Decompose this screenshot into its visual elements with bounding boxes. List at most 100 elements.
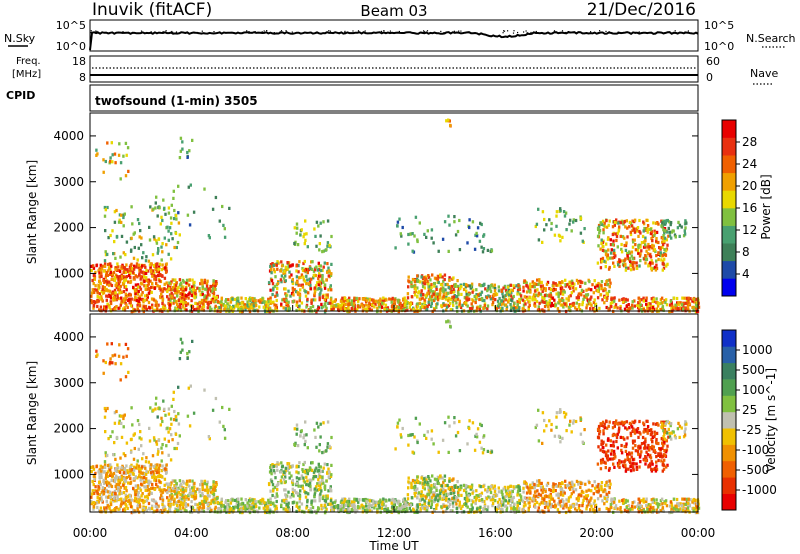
velocity-cell — [99, 483, 102, 487]
power-cell — [687, 296, 690, 300]
power-cell — [543, 217, 546, 222]
power-cell — [137, 265, 140, 269]
power-cell — [487, 294, 490, 298]
power-cell — [117, 306, 120, 310]
power-cell — [298, 260, 301, 264]
noise-search-dot — [590, 31, 592, 33]
noise-search-dot — [357, 30, 360, 32]
power-cell — [97, 284, 100, 288]
velocity-cell — [147, 487, 150, 492]
power-cell — [414, 293, 417, 297]
noise-search-dot — [298, 32, 300, 34]
power-cell — [301, 285, 305, 289]
power-cell — [631, 228, 634, 233]
power-cell — [263, 308, 267, 312]
velocity-cell — [146, 480, 150, 484]
power-cell — [416, 274, 419, 278]
velocity-cell — [205, 488, 208, 493]
velocity-cell — [382, 503, 385, 507]
velocity-cell — [306, 479, 309, 483]
power-cell — [397, 300, 400, 304]
power-cell — [601, 248, 605, 252]
velocity-cell — [384, 504, 388, 508]
power-cell — [92, 282, 95, 286]
velocity-cell — [230, 509, 233, 513]
power-cell — [455, 305, 458, 309]
power-cell — [94, 284, 97, 288]
power-cell — [453, 283, 456, 287]
power-cell — [310, 260, 313, 264]
power-cell — [696, 301, 699, 305]
power-cell — [155, 195, 158, 199]
power-cell — [562, 305, 565, 309]
power-cell — [446, 282, 449, 286]
power-cell — [407, 242, 410, 246]
velocity-cell — [190, 494, 193, 498]
velocity-cell — [180, 496, 184, 500]
noise-search-dot — [564, 31, 567, 34]
power-cell — [642, 299, 645, 303]
power-cell — [396, 224, 399, 228]
power-cell — [154, 303, 157, 307]
power-cell — [621, 297, 624, 302]
power-cell — [393, 298, 396, 302]
power-cell — [321, 268, 324, 272]
power-cell — [115, 208, 118, 213]
power-cell — [284, 287, 287, 291]
power-cell — [140, 293, 143, 297]
power-cell — [301, 268, 305, 273]
power-cell — [214, 195, 218, 200]
power-cell — [284, 268, 287, 272]
velocity-cell — [324, 505, 327, 509]
velocity-cell — [371, 504, 374, 508]
power-cell — [92, 306, 95, 310]
power-cell — [564, 211, 568, 215]
power-cell — [327, 274, 330, 278]
velocity-cell — [212, 500, 215, 504]
velocity-cell — [167, 502, 170, 507]
velocity-cell — [315, 511, 318, 515]
velocity-cell — [181, 499, 184, 503]
power-cell — [162, 198, 165, 202]
power-cell — [151, 274, 154, 278]
power-cell — [534, 289, 537, 293]
power-cell — [308, 266, 312, 270]
power-cell — [639, 308, 643, 312]
power-cell — [439, 273, 442, 277]
velocity-cell — [240, 497, 243, 501]
power-cell — [447, 286, 450, 290]
velocity-cell — [282, 498, 285, 502]
noise-search-dot — [619, 32, 621, 34]
noise-search-dot — [291, 31, 293, 33]
power-cell — [163, 282, 166, 286]
power-cell — [221, 204, 224, 209]
velocity-cell — [175, 482, 178, 486]
power-cell — [451, 300, 455, 304]
power-cell — [655, 263, 658, 267]
velocity-cell — [201, 482, 204, 487]
power-cell — [353, 296, 356, 300]
velocity-cell — [178, 479, 182, 483]
power-cell — [148, 289, 152, 293]
y-tick-label: 1000 — [53, 266, 84, 280]
velocity-cell — [150, 471, 153, 475]
power-cell — [174, 291, 177, 295]
power-cell — [564, 283, 567, 287]
power-cell — [645, 302, 648, 306]
velocity-cell — [309, 507, 312, 511]
velocity-cell — [317, 484, 320, 488]
velocity-cell — [206, 497, 209, 501]
power-cell — [506, 285, 510, 289]
power-cell — [149, 265, 152, 269]
power-cell — [341, 300, 344, 304]
power-cell — [268, 306, 272, 310]
noise-search-dot — [219, 32, 221, 34]
power-cell — [201, 290, 204, 294]
power-cell — [282, 276, 286, 280]
velocity-cell — [161, 502, 164, 507]
power-cell — [113, 220, 117, 224]
velocity-cell — [91, 501, 94, 505]
noise-search-dot — [279, 31, 281, 33]
power-cell — [596, 234, 600, 238]
power-cell — [271, 282, 275, 286]
